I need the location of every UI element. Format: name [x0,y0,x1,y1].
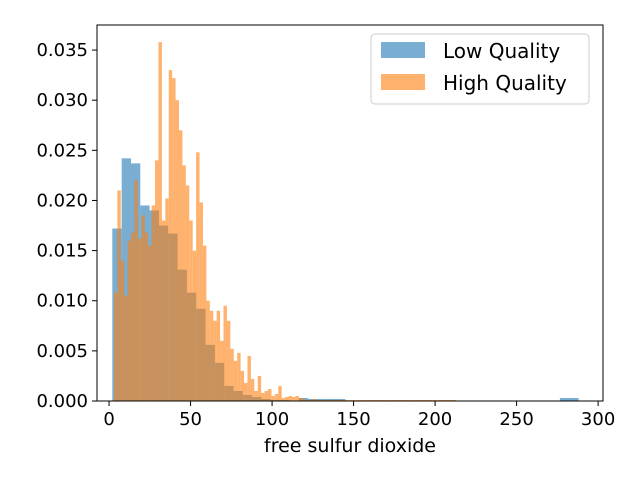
bar-high-33 [226,320,231,401]
y-tick-label: 0.005 [36,341,88,362]
bar-high-48 [278,385,282,401]
bar-high-54 [298,397,303,401]
bar-high-24 [196,152,200,401]
y-tick-label: 0.030 [36,90,88,111]
legend-label-low: Low Quality [443,39,560,63]
bar-high-25 [199,202,203,401]
y-tick-label: 0.015 [36,241,88,262]
x-tick-label: 0 [103,409,114,430]
y-tick-label: 0.010 [36,291,88,312]
x-tick-label: 250 [499,409,533,430]
legend: Low Quality High Quality [370,33,590,105]
bar-high-45 [268,388,272,401]
bar-high-58 [312,398,316,401]
bar-high-36 [237,352,241,401]
bar-low-48 [559,397,570,401]
bar-high-51 [288,395,292,401]
bar-low-22 [317,398,327,401]
bar-high-5 [131,232,135,401]
bar-high-11 [151,205,156,401]
bar-high-1 [117,190,121,401]
bar-high-50 [285,396,289,401]
bar-high-52 [291,396,296,401]
bar-high-14 [161,220,166,401]
bar-high-38 [244,382,248,401]
x-tick-label: 50 [179,409,202,430]
bar-low-24 [336,398,346,401]
y-tick-label: 0.020 [36,190,88,211]
bar-high-18 [175,100,179,401]
bar-high-53 [295,395,299,401]
bar-high-55 [302,398,306,401]
x-tick-label: 300 [581,409,615,430]
bar-high-13 [158,42,162,402]
bar-high-44 [264,390,268,401]
bar-high-6 [134,180,138,401]
bar-high-2 [120,260,125,401]
bar-high-29 [213,320,217,401]
bar-high-22 [189,220,193,401]
x-axis-label: free sulfur dioxide [264,435,436,457]
bar-high-41 [254,390,258,401]
bar-high-49 [281,397,286,401]
bar-high-46 [271,395,275,401]
bar-high-32 [223,305,227,401]
series-high-quality-bars [113,42,457,402]
x-tick-label: 100 [255,409,289,430]
legend-swatch-high [381,74,425,90]
bar-high-40 [250,378,255,401]
y-tick-label: 0.035 [36,40,88,61]
bar-high-15 [165,198,169,401]
bar-high-12 [155,160,159,401]
bar-high-39 [247,355,251,401]
bar-high-9 [144,232,149,401]
bar-high-21 [185,185,190,401]
bar-low-49 [569,397,579,401]
legend-label-high: High Quality [443,71,567,95]
bar-high-42 [257,375,262,401]
bar-high-19 [179,130,183,401]
bar-high-17 [172,78,176,401]
bar-high-23 [192,250,197,401]
bar-high-20 [182,165,186,401]
y-tick-label: 0.025 [36,140,88,161]
y-tick-label: 0.000 [36,391,88,412]
y-axis: 0.000 0.005 0.010 0.015 0.020 0.025 0.030 0.035 [36,40,97,412]
x-axis: 0 50 100 150 200 250 300 [103,401,615,430]
legend-swatch-low [381,42,425,58]
bar-high-30 [216,310,221,401]
bar-high-8 [141,215,145,401]
bar-high-47 [274,393,279,401]
bar-high-31 [220,340,224,401]
bar-high-3 [124,295,128,401]
bar-high-28 [209,310,214,401]
bar-high-7 [137,238,142,401]
x-tick-label: 150 [336,409,370,430]
bar-low-23 [326,398,337,401]
bar-high-4 [127,240,132,401]
bar-high-43 [261,392,265,401]
x-tick-label: 200 [418,409,452,430]
bar-high-26 [202,245,207,401]
bar-high-27 [206,300,210,401]
bar-high-0 [113,292,118,401]
bar-high-37 [240,370,245,401]
bar-high-35 [233,360,238,401]
bar-high-16 [168,70,173,402]
bar-high-34 [230,348,234,401]
legend-box [370,33,590,105]
bar-high-10 [148,245,152,401]
plot-frame [96,24,604,402]
bar-low-1 [121,158,131,401]
